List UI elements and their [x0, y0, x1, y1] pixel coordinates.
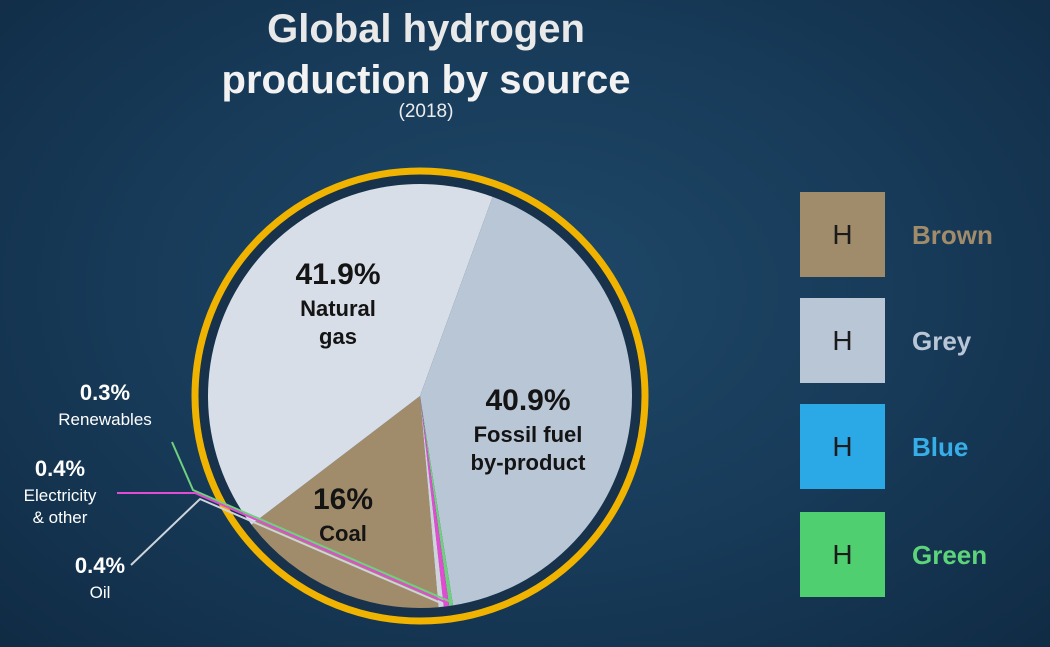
- leader-line-oil: [130, 497, 442, 604]
- category-label-electricity-other: & other: [33, 508, 88, 527]
- data-label-renewables: 0.3%: [80, 380, 130, 405]
- category-label-fossil-fuel-by-product: by-product: [471, 450, 587, 475]
- data-label-fossil-fuel-by-product: 40.9%: [485, 384, 570, 417]
- category-label-renewables: Renewables: [58, 410, 152, 429]
- legend-label-brown: Brown: [912, 220, 993, 250]
- legend-swatch-blue: H: [800, 404, 885, 489]
- legend-label-blue: Blue: [912, 432, 969, 462]
- leader-line-electricity-other: [117, 492, 447, 604]
- category-label-natural-gas: Natural: [300, 296, 376, 321]
- category-label-fossil-fuel-by-product: Fossil fuel: [474, 422, 583, 447]
- chart-title-line2: production by source: [221, 58, 631, 102]
- data-label-electricity-other: 0.4%: [35, 456, 85, 481]
- leader-line-renewables: [171, 441, 451, 603]
- slice-coal: [251, 396, 439, 609]
- legend-label-grey: Grey: [912, 326, 972, 356]
- slice-oil: [420, 396, 444, 608]
- chart-subtitle: (2018): [398, 101, 454, 122]
- slice-renewables: [420, 396, 454, 606]
- slice-natural-gas: [420, 196, 633, 606]
- category-label-natural-gas: gas: [319, 324, 357, 349]
- legend-swatch-brown: H: [800, 192, 885, 277]
- slice-electricity-other: [420, 396, 450, 607]
- data-label-coal: 16%: [313, 483, 373, 516]
- category-label-electricity-other: Electricity: [24, 486, 97, 505]
- slice-fossil-fuel-by-product: [208, 183, 493, 525]
- legend-swatch-green: H: [800, 512, 885, 597]
- category-label-coal: Coal: [319, 521, 367, 546]
- chart-title-line1: Global hydrogen: [267, 7, 585, 51]
- legend-label-green: Green: [912, 540, 988, 570]
- legend-swatch-grey: H: [800, 298, 885, 383]
- category-label-oil: Oil: [90, 583, 111, 602]
- data-label-natural-gas: 41.9%: [295, 258, 380, 291]
- data-label-oil: 0.4%: [75, 553, 125, 578]
